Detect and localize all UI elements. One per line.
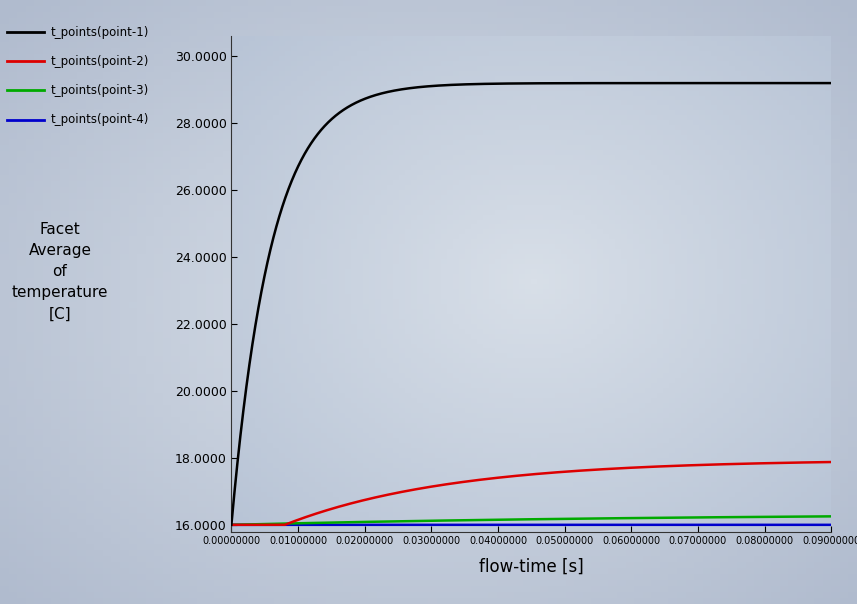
Text: t_points(point-4): t_points(point-4) bbox=[51, 113, 148, 126]
Text: t_points(point-3): t_points(point-3) bbox=[51, 84, 148, 97]
Text: t_points(point-2): t_points(point-2) bbox=[51, 55, 148, 68]
X-axis label: flow-time [s]: flow-time [s] bbox=[479, 557, 584, 576]
Text: Facet
Average
of
temperature
[C]: Facet Average of temperature [C] bbox=[12, 222, 108, 321]
Text: t_points(point-1): t_points(point-1) bbox=[51, 25, 148, 39]
